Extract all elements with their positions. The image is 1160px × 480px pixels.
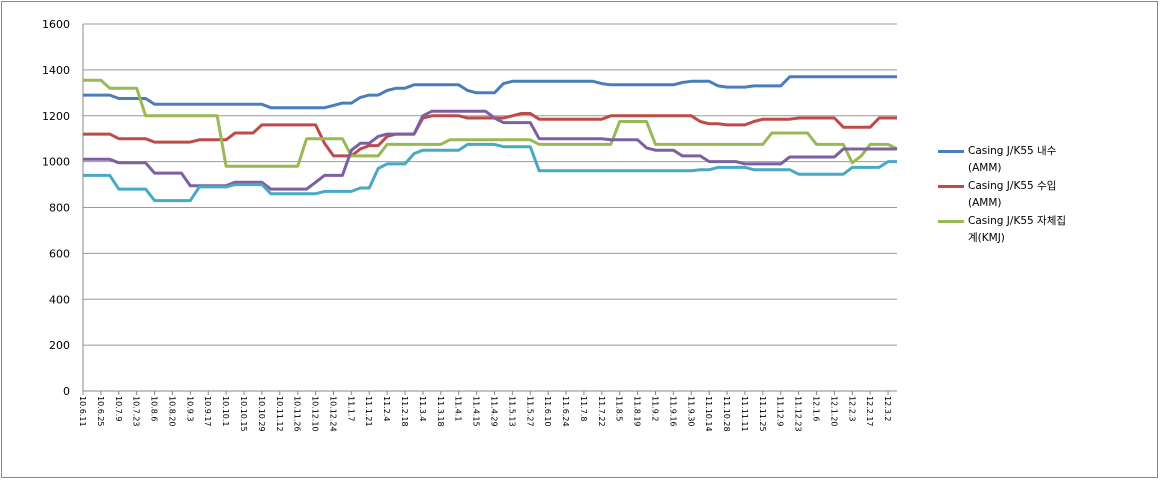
x-tick-label: 11.3.4 [418,396,427,421]
x-tick-label: 11.8.5 [615,396,624,421]
series-line [83,142,897,203]
x-tick-label: 11.4.1 [454,396,463,421]
x-tick-label: 11.1.7 [346,396,355,421]
legend-swatch [938,185,964,188]
y-tick-label: 1200 [42,110,70,123]
x-tick-label: 11.12.23 [794,396,803,432]
y-tick-label: 800 [49,202,70,215]
x-tick-label: 12.1.6 [811,396,820,421]
x-tick-label: 11.5.13 [507,396,516,427]
series-line [83,112,897,158]
x-tick-label: 11.2.18 [400,396,409,427]
x-tick-label: 10.10.15 [239,396,248,432]
y-tick-label: 0 [63,385,70,398]
x-tick-label: 11.7.8 [579,396,588,421]
legend-label: Casing J/K55 자체집계(KMJ) [968,215,1067,244]
legend-item: Casing J/K55 자체집계(KMJ) [938,213,1068,247]
x-tick-label: 11.4.15 [472,396,481,427]
x-tick-label: 10.7.23 [132,396,141,427]
x-tick-label: 10.8.20 [167,396,176,427]
x-tick-label: 10.9.17 [203,396,212,427]
x-tick-label: 10.7.9 [114,396,123,421]
y-tick-label: 1600 [42,18,70,31]
x-tick-label: 11.3.18 [436,396,445,427]
x-tick-label: 11.6.10 [543,396,552,427]
y-tick-label: 1400 [42,64,70,77]
x-tick-label: 10.6.11 [78,396,87,427]
x-tick-label: 11.6.24 [561,396,570,427]
x-tick-label: 11.1.21 [364,396,373,427]
x-tick-label: 11.7.22 [597,396,606,427]
x-tick-label: 10.12.24 [328,396,337,432]
series-line [83,75,897,110]
x-tick-label: 11.10.28 [722,396,731,432]
x-tick-label: 11.2.4 [382,396,391,421]
legend-label: Casing J/K55 내수(AMM) [968,145,1057,174]
x-tick-label: 11.10.14 [704,396,713,432]
y-tick-label: 200 [49,339,70,352]
x-tick-label: 11.9.2 [650,396,659,421]
x-tick-label: 10.6.25 [96,396,105,427]
x-tick-label: 11.12.9 [776,396,785,427]
x-tick-label: 10.8.6 [150,396,159,421]
legend-item: Casing J/K55 수입(AMM) [938,178,1068,212]
x-tick-label: 10.11.26 [293,396,302,432]
x-tick-label: 12.3.2 [883,396,892,421]
x-tick-label: 11.4.29 [489,396,498,427]
x-tick-label: 10.9.3 [185,396,194,421]
x-tick-label: 11.11.25 [758,396,767,432]
series-line [83,78,898,168]
legend-item: Casing J/K55 내수(AMM) [938,143,1068,177]
y-tick-label: 1000 [42,156,70,169]
x-tick-label: 11.5.27 [525,396,534,427]
x-tick-label: 11.9.16 [668,396,677,427]
x-tick-label: 11.9.30 [686,396,695,427]
x-tick-label: 10.10.1 [221,396,230,427]
x-tick-label: 10.11.12 [275,396,284,432]
x-tick-label: 10.12.10 [311,396,320,432]
x-tick-label: 10.10.29 [257,396,266,432]
legend-swatch [938,150,964,153]
legend-swatch [938,220,964,223]
y-tick-label: 400 [49,293,70,306]
x-tick-label: 12.2.17 [865,396,874,427]
x-tick-label: 12.2.3 [847,396,856,421]
y-tick-label: 600 [49,247,70,260]
x-tick-label: 11.8.19 [633,396,642,427]
x-tick-label: 12.1.20 [829,396,838,427]
x-tick-label: 11.11.11 [740,396,749,432]
legend-label: Casing J/K55 수입(AMM) [968,180,1057,209]
